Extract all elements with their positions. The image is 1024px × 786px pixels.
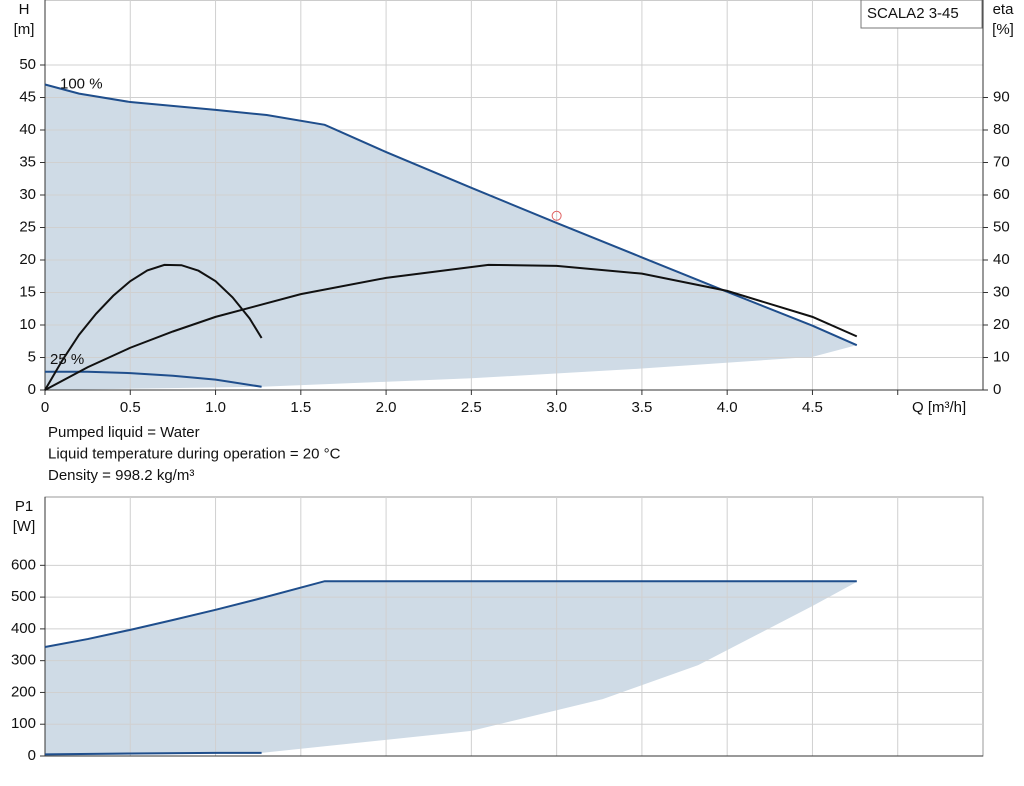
y-tick-label: 35 <box>19 153 36 170</box>
y-tick-label: 30 <box>19 186 36 203</box>
curve <box>44 580 857 648</box>
x-tick-label: 0 <box>41 399 49 416</box>
y2-tick-label: 0 <box>993 381 1001 398</box>
note: Pumped liquid = Water <box>48 424 200 441</box>
curve-label: 25 % <box>50 351 84 368</box>
x-tick-label: 2.0 <box>376 399 397 416</box>
x-tick-label: 3.0 <box>546 399 567 416</box>
x-tick-label: 1.5 <box>290 399 311 416</box>
y-tick-label: 200 <box>11 683 36 700</box>
product-box <box>860 0 983 29</box>
y-tick-label: 100 <box>11 715 36 732</box>
y-tick-label: 300 <box>11 652 36 669</box>
curve <box>44 751 262 756</box>
y-tick-label: 0 <box>28 747 36 764</box>
y2-tick-label: 50 <box>993 218 1010 235</box>
y-tick-label: 40 <box>19 121 36 138</box>
y2-axis-unit: [%] <box>992 21 1014 38</box>
y-tick-label: 600 <box>11 556 36 573</box>
y-axis-label: H <box>19 1 30 18</box>
y2-tick-label: 10 <box>993 348 1010 365</box>
duty-point <box>551 210 562 221</box>
note: Liquid temperature during operation = 20… <box>48 445 341 462</box>
y2-tick-label: 40 <box>993 251 1010 268</box>
y2-tick-label: 20 <box>993 316 1010 333</box>
curve-label: 100 % <box>60 75 103 92</box>
curve <box>44 263 858 391</box>
x-tick-label: 4.0 <box>717 399 738 416</box>
y-tick-label: 50 <box>19 56 36 73</box>
y2-tick-label: 90 <box>993 88 1010 105</box>
product-name: SCALA2 3-45 <box>867 5 959 22</box>
x-tick-label: 3.5 <box>631 399 652 416</box>
x-axis-label: Q [m³/h] <box>912 399 966 416</box>
y-tick-label: 500 <box>11 588 36 605</box>
y-axis-unit: [m] <box>14 21 35 38</box>
y-tick-label: 25 <box>19 218 36 235</box>
x-tick-label: 4.5 <box>802 399 823 416</box>
y2-tick-label: 80 <box>993 121 1010 138</box>
x-tick-label: 0.5 <box>120 399 141 416</box>
y2-tick-label: 70 <box>993 153 1010 170</box>
y-axis-unit: [W] <box>13 518 36 535</box>
operating-area <box>45 581 857 756</box>
operating-area <box>45 84 857 390</box>
y-tick-label: 45 <box>19 88 36 105</box>
y2-tick-label: 30 <box>993 283 1010 300</box>
y-tick-label: 5 <box>28 348 36 365</box>
curve <box>44 263 263 391</box>
y-tick-label: 10 <box>19 316 36 333</box>
x-tick-label: 2.5 <box>461 399 482 416</box>
x-tick-label: 1.0 <box>205 399 226 416</box>
y-tick-label: 400 <box>11 620 36 637</box>
y2-axis-label: eta <box>993 1 1015 18</box>
y-tick-label: 20 <box>19 251 36 268</box>
y-tick-label: 15 <box>19 283 36 300</box>
note: Density = 998.2 kg/m³ <box>48 467 194 484</box>
y-tick-label: 0 <box>28 381 36 398</box>
y-axis-label: P1 <box>15 498 33 515</box>
y2-tick-label: 60 <box>993 186 1010 203</box>
